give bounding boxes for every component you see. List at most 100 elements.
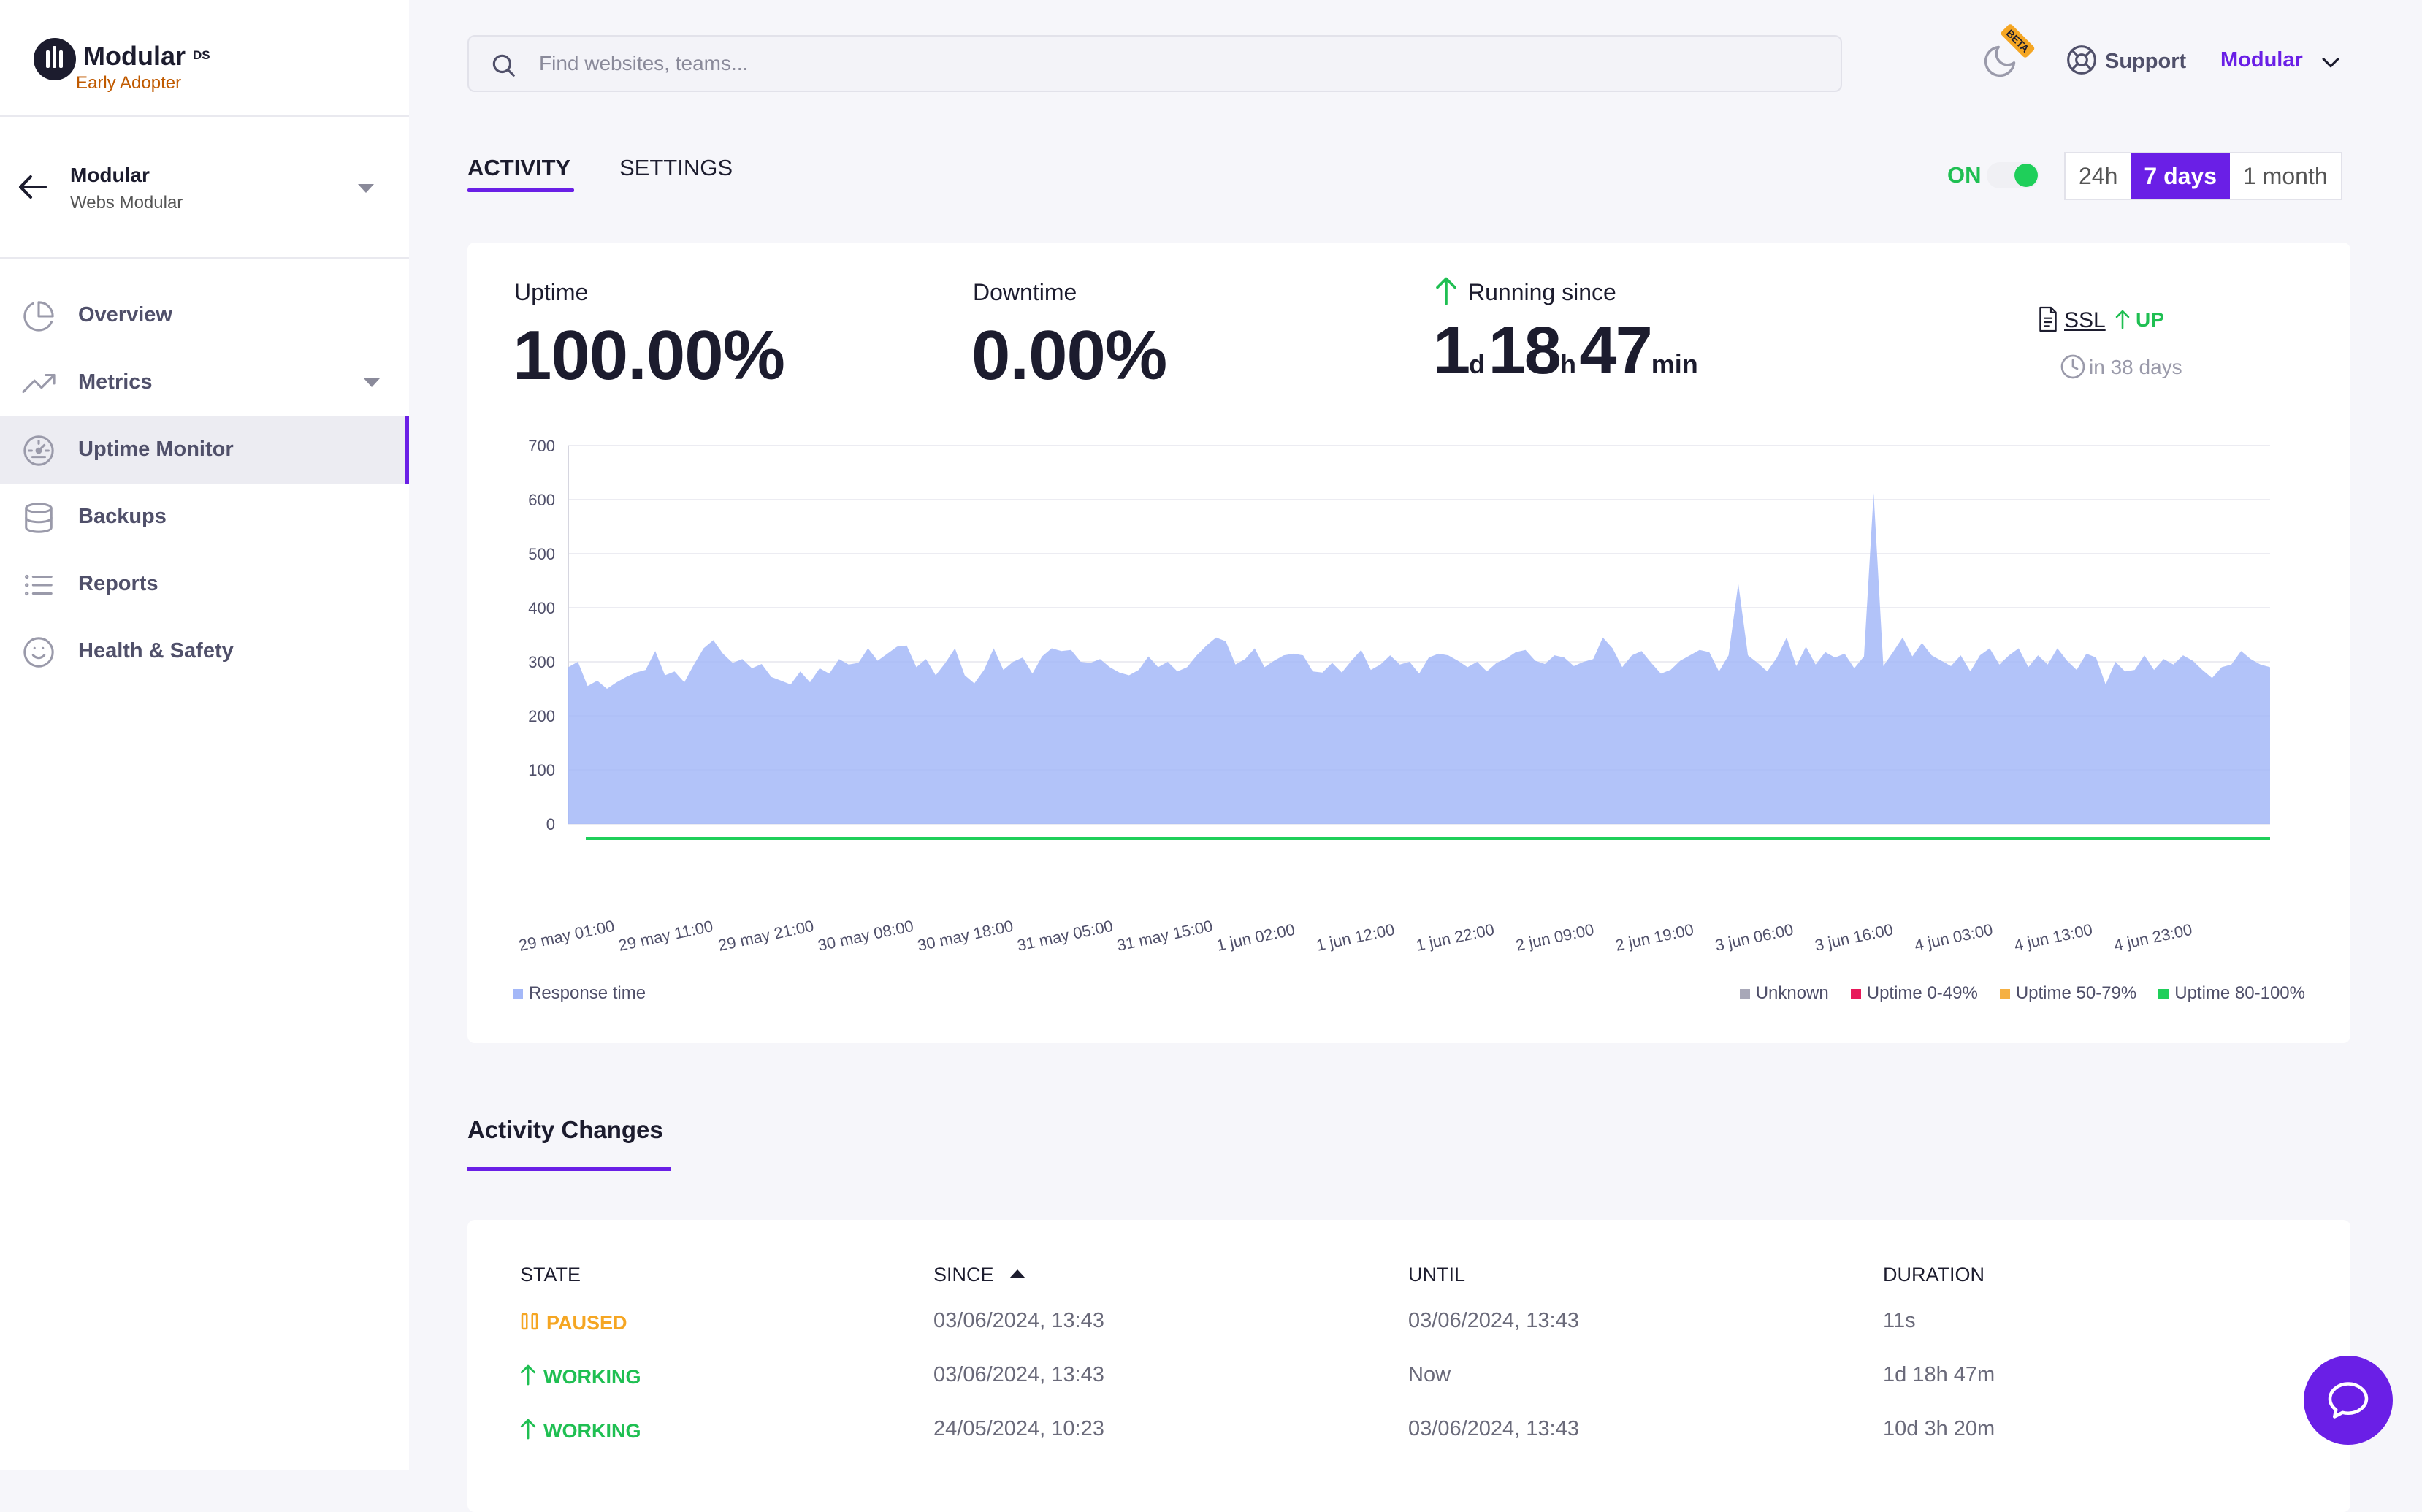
legend-item: Uptime 0-49% (1850, 983, 1978, 1004)
state-label: WORKING (543, 1420, 641, 1442)
days-unit: d (1469, 349, 1486, 379)
response-time-point (751, 667, 754, 670)
brand-tagline: Early Adopter (76, 73, 182, 93)
response-time-point (2047, 663, 2049, 666)
search-input[interactable] (539, 37, 1781, 91)
site-subtitle: Webs Modular (70, 193, 183, 213)
active-tab-indicator (467, 188, 574, 192)
legend-swatch (1739, 989, 1750, 999)
chat-button[interactable] (2304, 1356, 2393, 1445)
column-header-state[interactable]: STATE (520, 1264, 581, 1286)
response-time-point (2095, 656, 2098, 659)
response-time-point (857, 662, 860, 665)
activity-changes-title[interactable]: Activity Changes (467, 1116, 663, 1143)
column-header-until[interactable]: UNTIL (1408, 1264, 1466, 1286)
response-time-point (1272, 660, 1275, 663)
sidebar-item-reports[interactable]: Reports (0, 551, 409, 618)
response-time-point (1157, 665, 1160, 668)
range-option-1-month[interactable]: 1 month (2243, 163, 2328, 189)
response-time-point (1021, 656, 1024, 659)
response-time-point (1166, 660, 1169, 663)
response-time-point (1388, 654, 1391, 657)
x-tick-label: 30 may 08:00 (816, 917, 915, 955)
legend-response-time: Response time (529, 983, 646, 1003)
response-time-point (1824, 651, 1827, 654)
x-tick-label: 29 may 01:00 (517, 917, 616, 955)
response-time-point (1427, 656, 1430, 659)
sidebar-item-uptime-monitor[interactable]: Uptime Monitor (0, 416, 409, 484)
response-time-point (818, 667, 821, 670)
response-time-point (1185, 665, 1188, 668)
support-label: Support (2105, 50, 2187, 73)
response-time-point (1108, 665, 1111, 668)
sidebar-item-backups[interactable]: Backups (0, 484, 409, 551)
response-time-point (770, 676, 773, 679)
response-time-point (1060, 649, 1063, 652)
duration-cell: 11s (1883, 1309, 1916, 1332)
search-bar[interactable] (467, 35, 1842, 92)
state-label: WORKING (543, 1366, 641, 1388)
column-header-duration[interactable]: DURATION (1883, 1264, 1984, 1286)
response-time-point (2162, 657, 2165, 660)
x-tick-label: 1 jun 12:00 (1315, 920, 1397, 955)
moon-icon[interactable] (1981, 42, 2019, 80)
response-time-point (866, 647, 869, 650)
x-tick-label: 4 jun 03:00 (1913, 920, 1995, 955)
response-time-point (954, 647, 957, 650)
legend-uptime-0-49: Uptime 0-49% (1866, 983, 1978, 1003)
range-option-7-days[interactable]: 7 days (2131, 153, 2231, 199)
ssl-status-text: UP (2136, 308, 2164, 331)
monitor-toggle[interactable] (1987, 162, 2039, 188)
arrow-up-icon (2115, 310, 2130, 329)
support-link[interactable]: Support (2066, 44, 2186, 80)
sidebar-item-label: Uptime Monitor (78, 438, 234, 461)
sidebar-item-metrics[interactable]: Metrics (0, 349, 409, 416)
response-time-point (1118, 671, 1121, 674)
response-time-point (799, 670, 802, 673)
tab-activity[interactable]: ACTIVITY (467, 155, 571, 180)
site-name[interactable]: Modular (70, 164, 150, 186)
column-header-since[interactable]: SINCE (933, 1264, 994, 1286)
user-menu[interactable]: Modular (2220, 48, 2303, 72)
sidebar-item-health-safety[interactable]: Health & Safety (0, 618, 409, 685)
y-tick-label: 500 (528, 545, 555, 563)
chat-bubble-icon (2328, 1382, 2369, 1419)
response-time-point (673, 670, 676, 673)
ssl-link[interactable]: SSL (2064, 308, 2106, 332)
ssl-expiry: in 38 days (2060, 354, 2182, 380)
gauge-icon (23, 435, 54, 466)
uptime-label: Uptime (514, 279, 589, 305)
response-time-point (2201, 668, 2204, 671)
response-time-point (1756, 662, 1759, 665)
running-hours: 18 (1488, 313, 1562, 388)
response-time-point (1979, 654, 1982, 657)
response-time-point (1640, 649, 1643, 652)
response-time-point (1292, 652, 1295, 655)
legend-swatch (2158, 989, 2169, 999)
running-days: 1 (1433, 313, 1470, 388)
response-time-point (654, 649, 657, 652)
response-time-point (2250, 657, 2253, 660)
sort-ascending-icon[interactable] (1008, 1264, 1027, 1283)
response-time-point (1737, 582, 1740, 585)
legend-item: Uptime 50-79% (1999, 983, 2136, 1004)
caret-down-icon[interactable] (356, 183, 375, 194)
response-time-point (702, 647, 705, 650)
response-time-point (1215, 636, 1218, 639)
since-cell: 03/06/2024, 13:43 (933, 1363, 1104, 1386)
response-time-point (731, 662, 734, 665)
response-time-point (624, 676, 627, 679)
response-time-point (982, 668, 985, 671)
chevron-down-icon[interactable] (2318, 50, 2343, 75)
response-time-point (1844, 652, 1846, 655)
range-option-24h[interactable]: 24h (2079, 163, 2118, 189)
sidebar-item-overview[interactable]: Overview (0, 282, 409, 349)
tab-settings[interactable]: SETTINGS (619, 155, 733, 180)
response-time-point (1940, 660, 1943, 663)
monitor-status-label: ON (1947, 162, 1982, 188)
response-time-point (1002, 668, 1005, 671)
response-time-point (1920, 641, 1923, 644)
response-time-point (1563, 656, 1566, 659)
hours-unit: h (1559, 349, 1576, 379)
back-arrow-icon[interactable] (16, 169, 51, 205)
